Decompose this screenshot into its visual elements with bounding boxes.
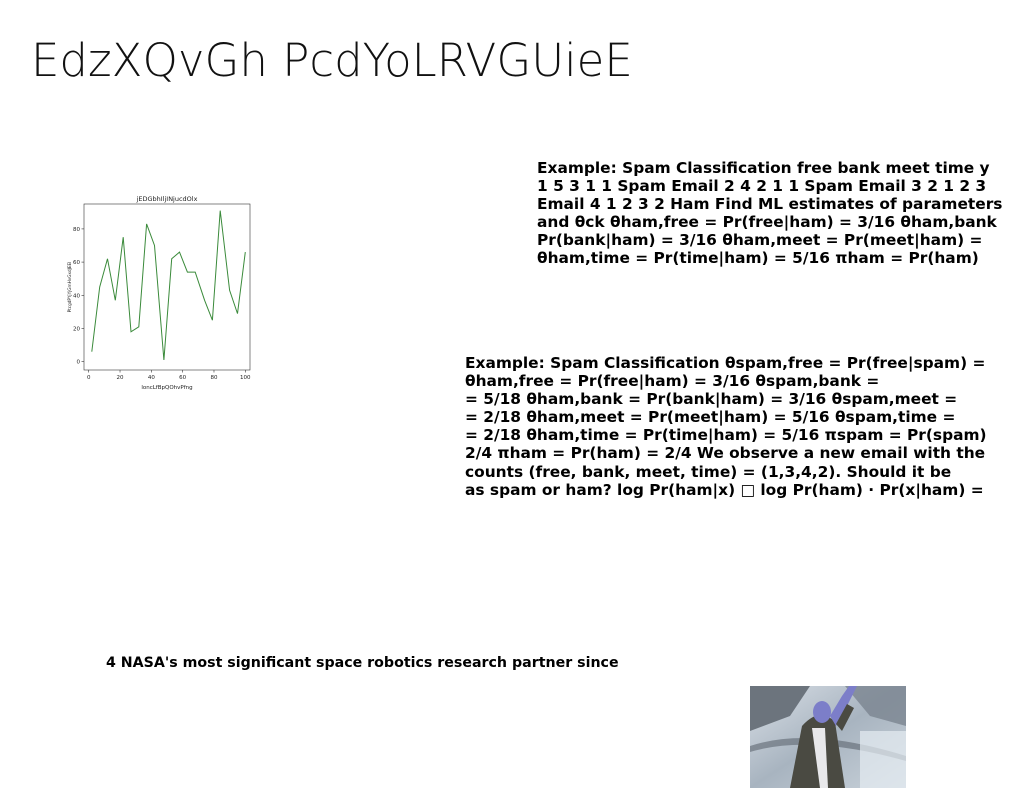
- text-line: and θck θham,free = Pr(free|ham) = 3/16 …: [537, 213, 997, 232]
- text-line: Pr(bank|ham) = 3/16 θham,meet = Pr(meet|…: [537, 231, 983, 250]
- x-tick-label: 0: [87, 375, 91, 381]
- x-tick-label: 40: [148, 375, 155, 381]
- text-line: Example: Spam Classification free bank m…: [537, 159, 990, 177]
- spam-classification-paragraph-2: Example: Spam Classification θspam,free …: [465, 354, 987, 499]
- text-line: as spam or ham? log Pr(ham|x) □ log Pr(h…: [465, 480, 984, 499]
- text-line: θham,time = Pr(time|ham) = 5/16 πham = P…: [537, 249, 979, 268]
- page-title: EdzXQvGh PcdYoLRVGUieE: [31, 34, 633, 87]
- chart-title: jEDGbhIljINjucdOlx: [136, 195, 198, 203]
- y-tick-label: 60: [73, 260, 80, 266]
- y-tick-label: 0: [77, 360, 81, 366]
- x-tick-label: 20: [117, 375, 124, 381]
- x-tick-label: 60: [179, 375, 186, 381]
- text-line: = 2/18 θham,time = Pr(time|ham) = 5/16 π…: [465, 426, 987, 445]
- line-chart: jEDGbhIljINjucdOlx loncLfBpQOhvPfng Ptcg…: [62, 192, 258, 392]
- chart-y-axis-label: PtcgdPYjYjGmHvGxdJEEI: [67, 262, 72, 313]
- text-line: 2/4 πham = Pr(ham) = 2/4 We observe a ne…: [465, 444, 986, 463]
- text-line: counts (free, bank, meet, time) = (1,3,4…: [465, 462, 952, 481]
- x-tick-label: 80: [210, 375, 217, 381]
- chart-ticks: 0 20 40 60 80 100 0 20 40 60 80: [73, 227, 251, 381]
- text-line: = 2/18 θham,meet = Pr(meet|ham) = 5/16 θ…: [465, 408, 956, 427]
- y-tick-label: 40: [73, 293, 80, 299]
- y-tick-label: 80: [73, 227, 80, 233]
- chart-series-line: [91, 210, 246, 361]
- y-tick-label: 20: [73, 327, 80, 333]
- chart-x-axis-label: loncLfBpQOhvPfng: [141, 385, 192, 391]
- chart-plot-frame: [83, 203, 251, 371]
- text-line: Email 4 1 2 3 2 Ham Find ML estimates of…: [537, 195, 1003, 214]
- text-line: Example: Spam Classification θspam,free …: [465, 354, 986, 372]
- photo-person-image: [750, 686, 906, 788]
- x-tick-label: 100: [240, 375, 251, 381]
- text-line: = 5/18 θham,bank = Pr(bank|ham) = 3/16 θ…: [465, 390, 958, 409]
- caption-text: 4 NASA's most significant space robotics…: [106, 655, 619, 671]
- photo: [750, 686, 906, 788]
- text-line: 1 5 3 1 1 Spam Email 2 4 2 1 1 Spam Emai…: [537, 177, 987, 196]
- text-line: θham,free = Pr(free|ham) = 3/16 θspam,ba…: [465, 372, 880, 391]
- spam-classification-paragraph-1: Example: Spam Classification free bank m…: [537, 159, 1002, 268]
- line-chart-svg: jEDGbhIljINjucdOlx loncLfBpQOhvPfng Ptcg…: [67, 195, 251, 391]
